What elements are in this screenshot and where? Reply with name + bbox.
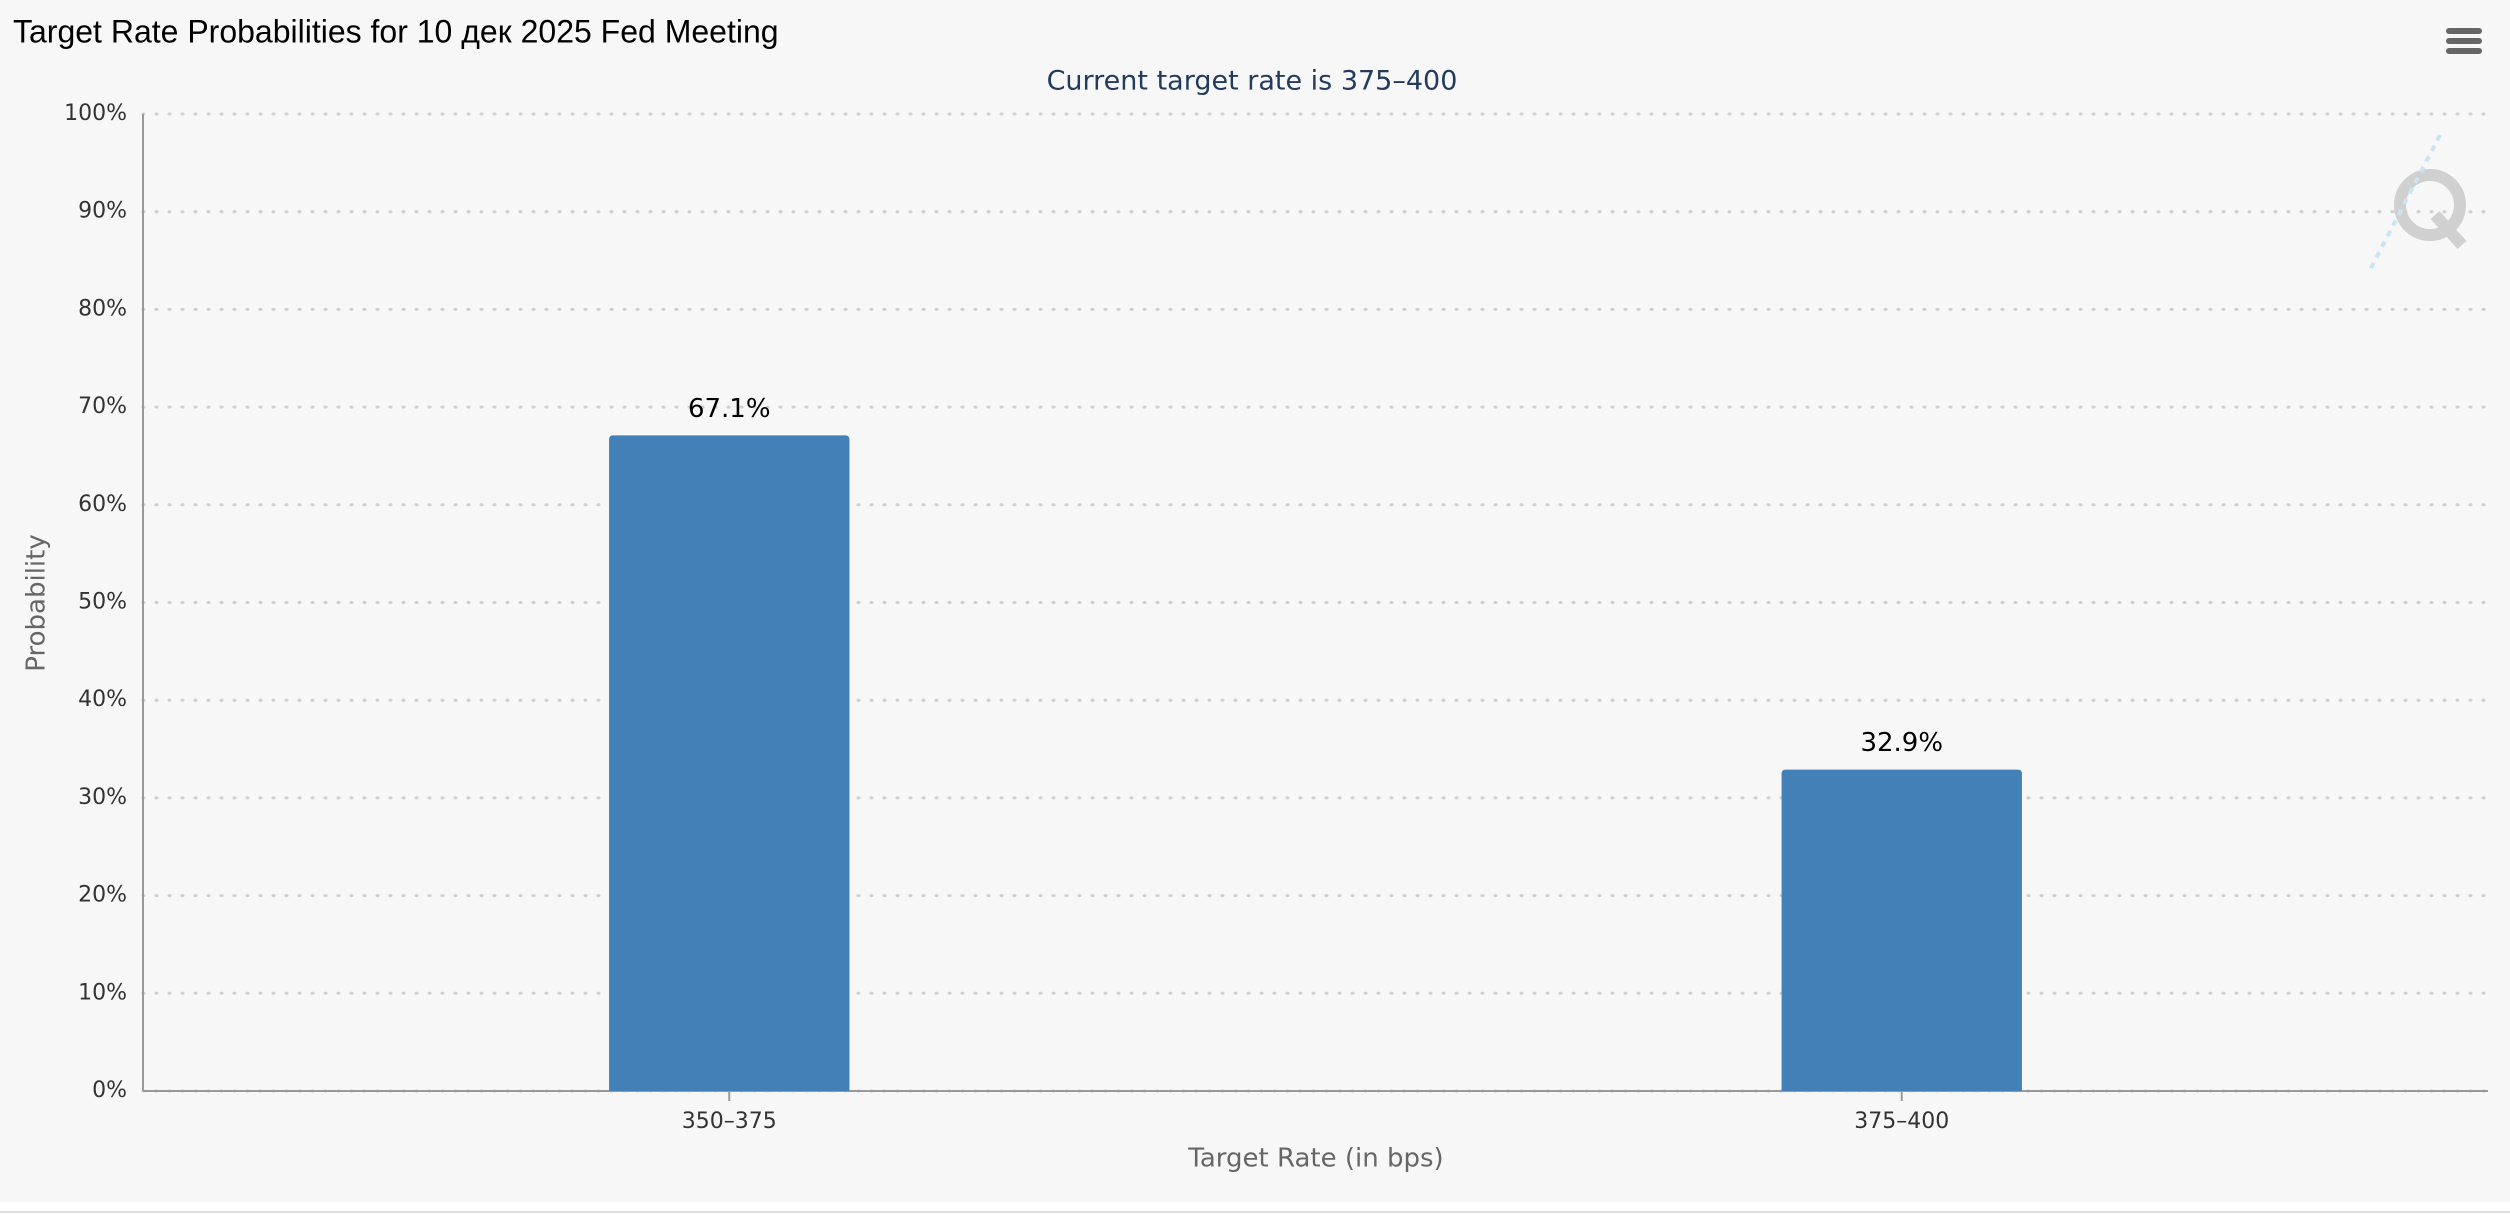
bar — [609, 435, 850, 1092]
y-tick-label: 90% — [78, 199, 127, 224]
y-tick-label: 10% — [78, 980, 127, 1005]
x-tick-label: 375–400 — [1854, 1109, 1949, 1134]
menu-bar — [2446, 38, 2482, 44]
menu-button[interactable] — [2446, 28, 2482, 54]
y-tick-label: 70% — [78, 394, 127, 419]
data-label: 32.9% — [1860, 728, 1943, 758]
bar — [1781, 769, 2022, 1091]
logo-streak — [2368, 134, 2442, 271]
y-tick-label: 40% — [78, 687, 127, 712]
y-tick-label: 100% — [64, 101, 127, 126]
logo-ring — [2394, 169, 2466, 241]
y-tick-label: 20% — [78, 883, 127, 908]
menu-bar — [2446, 28, 2482, 34]
y-tick-label: 30% — [78, 785, 127, 810]
chart-subtitle: Current target rate is 375–400 — [1047, 66, 1458, 97]
y-tick-label: 0% — [92, 1078, 127, 1103]
y-tick-label: 60% — [78, 492, 127, 517]
y-tick-label: 50% — [78, 590, 127, 615]
data-label: 67.1% — [688, 394, 771, 424]
y-tick-label: 80% — [78, 296, 127, 321]
logo-tail — [2430, 210, 2467, 250]
x-tick-label: 350–375 — [682, 1109, 777, 1134]
x-axis-title: Target Rate (in bps) — [1187, 1144, 1443, 1174]
menu-bar — [2446, 48, 2482, 54]
y-axis-title: Probability — [22, 534, 52, 671]
chart-title: Target Rate Probabilities for 10 дек 202… — [13, 13, 779, 49]
logo — [2368, 134, 2467, 271]
